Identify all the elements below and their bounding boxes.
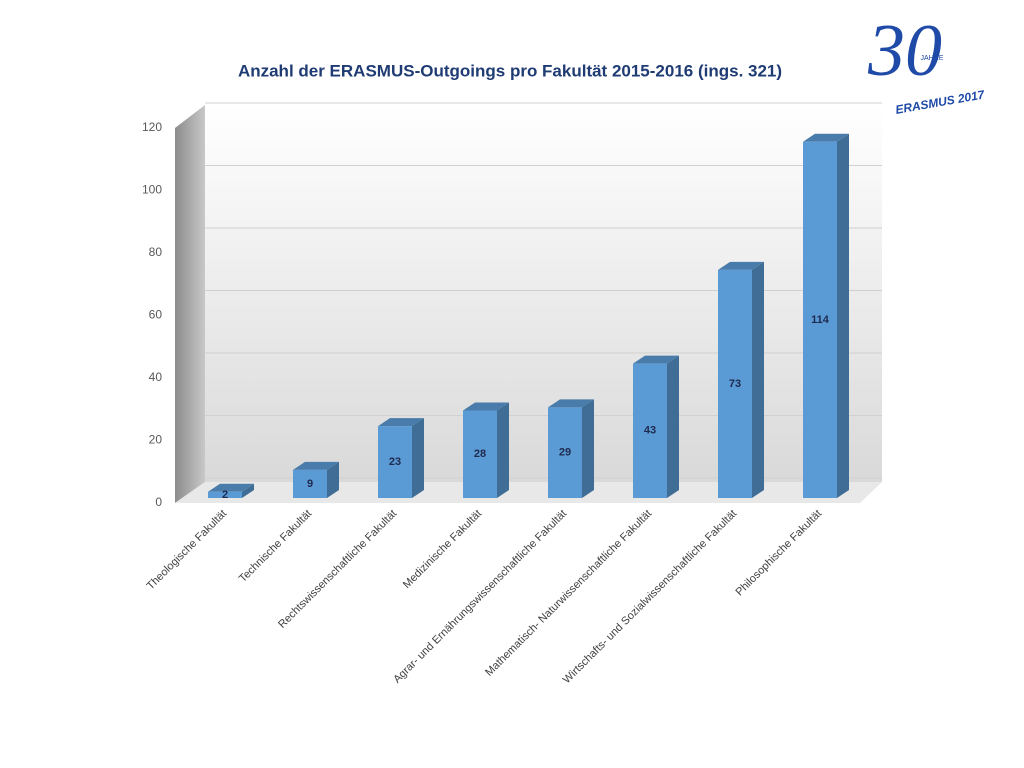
bar-top [803,133,849,142]
side-wall [175,105,205,503]
back-wall [205,105,882,482]
value-label: 9 [307,478,313,490]
value-label: 2 [222,489,228,501]
x-tick-label: Philosophische Fakultät [734,508,825,599]
bar-side [667,355,679,498]
bar [718,269,752,498]
bar [208,491,242,498]
bar-side [242,483,254,498]
value-label: 43 [644,425,656,437]
logo: 30 JAHRE ERASMUS 2017 [867,10,987,117]
y-tick-label: 0 [155,495,162,509]
bar-side [412,418,424,498]
bar-side [327,461,339,498]
bar-top [463,402,509,411]
x-tick-label: Agrar- und Ernährungswissenschaftliche F… [391,508,569,686]
floor [175,482,882,503]
x-tick-label: Theologische Fakultät [145,508,230,593]
chart-title: Anzahl der ERASMUS-Outgoings pro Fakultä… [238,61,782,80]
logo-small: JAHRE [921,55,944,62]
x-tick-label: Technische Fakultät [237,508,314,585]
bar-top [633,355,679,364]
bar-side [582,399,594,498]
bar [803,141,837,498]
bar-top [293,461,339,470]
bar [633,363,667,498]
bar-top [378,418,424,427]
bar [463,410,497,498]
bar-side [497,402,509,498]
value-label: 29 [559,447,571,459]
value-label: 73 [729,378,741,390]
bar [378,426,412,498]
x-tick-label: Mathematisch- Naturwissenschaftliche Fak… [483,508,654,679]
bar-top [718,261,764,270]
x-tick-label: Wirtschafts- und Sozialwissenschaftliche… [561,508,739,686]
bar [293,469,327,498]
y-tick-label: 20 [149,433,163,447]
bar-top [208,483,254,492]
y-tick-label: 60 [149,308,163,322]
bar-top [548,399,594,408]
x-tick-label: Medizinische Fakultät [401,508,484,591]
y-tick-label: 100 [142,183,162,197]
value-label: 23 [389,456,401,468]
bar [548,407,582,498]
y-tick-label: 80 [149,245,163,259]
bar-side [752,261,764,498]
bar-side [837,133,849,498]
value-label: 28 [474,448,486,460]
y-tick-label: 40 [149,370,163,384]
value-label: 114 [811,314,830,326]
y-tick-label: 120 [142,120,162,134]
logo-number: 30 [867,10,942,92]
